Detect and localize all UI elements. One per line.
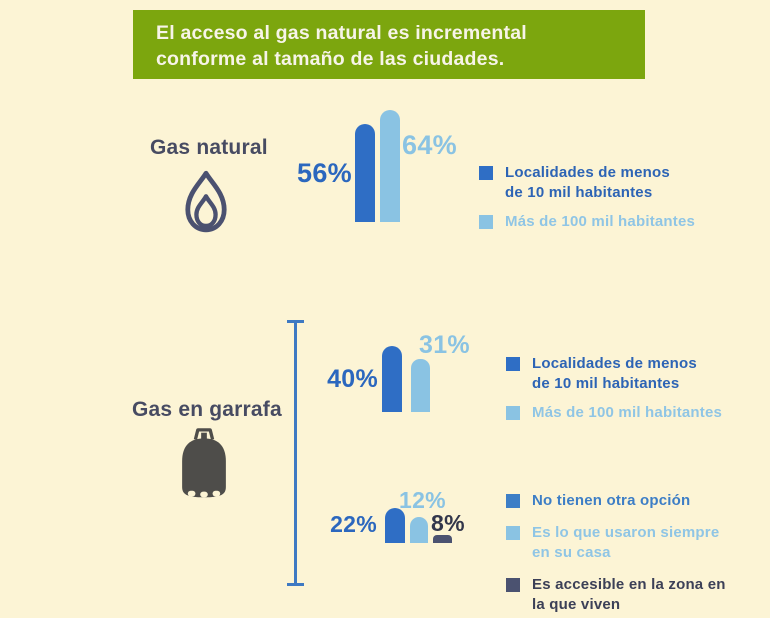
bar-accessible-in-area bbox=[433, 535, 452, 543]
legend-swatch-dark-blue bbox=[479, 166, 493, 180]
value-label-40: 40% bbox=[327, 365, 378, 393]
value-label-22: 22% bbox=[330, 511, 377, 537]
value-label-8: 8% bbox=[431, 510, 465, 536]
header-banner: El acceso al gas natural es incremental … bbox=[133, 10, 645, 79]
legend-gas-natural: Localidades de menos de 10 mil habitante… bbox=[479, 163, 695, 241]
legend-label: No tienen otra opción bbox=[532, 492, 691, 509]
legend-gas-garrafa: Localidades de menos de 10 mil habitante… bbox=[506, 354, 722, 432]
bar-always-used-it bbox=[410, 517, 428, 543]
legend-reasons: No tienen otra opción Es lo que usaron s… bbox=[506, 491, 726, 618]
banner-title-line-2: conforme al tamaño de las ciudades. bbox=[156, 48, 505, 70]
value-label-56: 56% bbox=[297, 158, 352, 188]
bracket-cap-bottom bbox=[287, 583, 304, 586]
bracket-line bbox=[294, 321, 297, 586]
bar-garrafa-big-cities bbox=[411, 359, 430, 412]
legend-item-always-used-it: Es lo que usaron siempre en su casa bbox=[506, 523, 726, 563]
gas-cylinder-icon bbox=[182, 428, 226, 498]
legend-label: Es accesible en la zona en la que viven bbox=[532, 576, 726, 613]
legend-item-big-cities: Más de 100 mil habitantes bbox=[506, 403, 722, 423]
legend-swatch-light-blue bbox=[506, 406, 520, 420]
value-label-64: 64% bbox=[402, 130, 457, 160]
legend-item-small-towns: Localidades de menos de 10 mil habitante… bbox=[506, 354, 722, 394]
value-label-31: 31% bbox=[419, 331, 470, 359]
bar-no-other-option bbox=[385, 508, 405, 543]
legend-swatch-medium-blue bbox=[506, 494, 520, 508]
bracket-cap-top bbox=[287, 320, 304, 323]
bar-garrafa-small-towns bbox=[382, 346, 402, 412]
legend-swatch-light-blue bbox=[506, 526, 520, 540]
legend-item-accessible-in-area: Es accesible en la zona en la que viven bbox=[506, 575, 726, 615]
legend-label: Es lo que usaron siempre en su casa bbox=[532, 524, 720, 561]
bar-gas-natural-small-towns bbox=[355, 124, 375, 222]
legend-item-small-towns: Localidades de menos de 10 mil habitante… bbox=[479, 163, 695, 203]
bar-gas-natural-big-cities bbox=[380, 110, 400, 222]
legend-label: Más de 100 mil habitantes bbox=[505, 213, 696, 230]
legend-swatch-dark-blue bbox=[506, 357, 520, 371]
legend-label: Más de 100 mil habitantes bbox=[532, 404, 723, 421]
legend-label: Localidades de menos de 10 mil habitante… bbox=[532, 355, 697, 392]
value-label-12: 12% bbox=[399, 487, 446, 513]
legend-swatch-light-blue bbox=[479, 215, 493, 229]
legend-label: Localidades de menos de 10 mil habitante… bbox=[505, 164, 670, 201]
legend-item-big-cities: Más de 100 mil habitantes bbox=[479, 212, 695, 232]
section-title-gas-natural: Gas natural bbox=[150, 136, 268, 159]
banner-title-line-1: El acceso al gas natural es incremental bbox=[156, 22, 527, 44]
legend-item-no-other-option: No tienen otra opción bbox=[506, 491, 726, 511]
legend-swatch-slate bbox=[506, 578, 520, 592]
flame-icon bbox=[185, 170, 227, 233]
section-title-gas-en-garrafa: Gas en garrafa bbox=[132, 398, 282, 421]
